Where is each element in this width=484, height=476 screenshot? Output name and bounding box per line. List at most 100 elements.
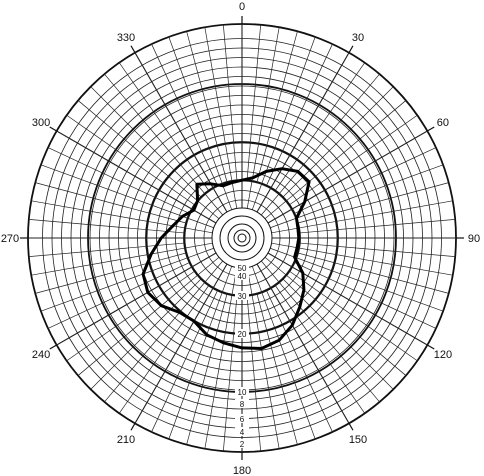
radial-spoke: [289, 270, 418, 362]
radial-label-bg: [235, 387, 249, 396]
radial-label-bg: [235, 414, 249, 423]
radial-spoke: [35, 252, 187, 294]
radial-spoke: [118, 62, 210, 191]
radial-spoke: [266, 290, 333, 433]
radial-spoke: [66, 270, 195, 362]
radial-spoke: [271, 200, 453, 234]
radial-spoke: [256, 52, 350, 213]
center-ring: [227, 223, 257, 253]
radial-spoke: [104, 260, 223, 403]
radial-spoke: [289, 114, 418, 206]
radial-spoke: [297, 182, 449, 224]
radial-spoke: [168, 36, 233, 210]
radial-label-bg: [235, 271, 249, 280]
angle-tick-label: 300: [32, 117, 50, 129]
series-line-pattern: [141, 167, 311, 350]
angle-tick-label: 60: [437, 117, 449, 129]
radial-spoke: [264, 257, 407, 376]
radial-spoke: [40, 247, 214, 312]
radial-spoke: [204, 27, 238, 209]
radial-spoke: [90, 86, 202, 198]
radial-spoke: [251, 266, 316, 440]
radial-spoke: [264, 100, 407, 219]
angle-tick-label: 30: [352, 32, 364, 44]
radial-spoke: [274, 285, 366, 414]
radial-tick-label: 10: [238, 388, 247, 397]
radial-spoke: [118, 285, 210, 414]
angle-tick: [427, 126, 435, 132]
angle-tick: [49, 126, 57, 132]
center-ring: [237, 233, 247, 243]
radial-spoke: [104, 73, 223, 216]
angle-tick-label: 180: [233, 465, 251, 476]
radial-spoke: [299, 219, 456, 234]
radial-label-bg: [235, 427, 249, 436]
radial-tick-label: 20: [238, 330, 247, 339]
angle-tick: [348, 45, 354, 53]
radial-spoke: [47, 262, 190, 329]
radial-spoke: [77, 100, 220, 219]
radial-label-bg: [235, 439, 249, 448]
radial-spoke: [282, 278, 394, 390]
angle-tick: [130, 45, 136, 53]
angle-tick: [49, 344, 57, 350]
radial-spoke: [56, 252, 217, 346]
radial-spoke: [40, 164, 214, 229]
angle-tick: [348, 423, 354, 431]
radial-spoke: [297, 252, 449, 294]
radial-tick-label: 4: [240, 428, 245, 437]
angle-tick-label: 0: [239, 1, 245, 13]
radial-spoke: [246, 24, 262, 181]
radial-spoke: [282, 86, 394, 198]
radial-spoke: [261, 260, 380, 403]
radial-spoke: [151, 43, 218, 186]
angle-tick-label: 240: [32, 349, 50, 361]
radial-tick-label: 30: [238, 292, 247, 301]
radial-spoke: [270, 164, 444, 229]
radial-spoke: [267, 252, 428, 346]
radial-spoke: [47, 147, 190, 214]
angle-tick-label: 210: [117, 434, 135, 446]
radial-spoke: [271, 242, 453, 276]
radial-spoke: [299, 242, 456, 258]
radial-spoke: [204, 267, 238, 449]
angle-tick-label: 330: [117, 32, 135, 44]
radial-spoke: [266, 43, 333, 186]
radial-spoke: [31, 242, 213, 276]
angle-tick: [130, 423, 136, 431]
radial-spoke: [261, 73, 380, 216]
radial-spoke: [134, 263, 228, 424]
radial-label-bg: [235, 399, 249, 408]
center-ring: [219, 215, 265, 261]
center-ring: [211, 207, 273, 269]
radial-spoke: [256, 293, 298, 445]
angle-tick-label: 90: [468, 233, 480, 245]
radial-tick-label: 50: [238, 264, 247, 273]
radial-tick-label: 6: [240, 415, 245, 424]
radial-spoke: [186, 31, 228, 183]
radial-spoke: [77, 257, 220, 376]
angle-tick-label: 120: [434, 349, 452, 361]
radial-label-bg: [235, 329, 249, 338]
radial-spoke: [31, 200, 213, 234]
angle-tick-label: 150: [349, 434, 367, 446]
radial-spoke: [90, 278, 202, 390]
radial-spoke: [151, 290, 218, 433]
radial-spoke: [186, 293, 228, 445]
radial-tick-label: 2: [240, 440, 245, 449]
radial-spoke: [294, 262, 437, 329]
radial-spoke: [246, 295, 262, 452]
radial-spoke: [294, 147, 437, 214]
radial-label-bg: [235, 291, 249, 300]
radial-tick-label: 8: [240, 400, 245, 409]
angle-tick: [427, 344, 435, 350]
radial-spoke: [256, 31, 298, 183]
radial-spoke: [270, 247, 444, 312]
radial-spoke: [223, 295, 238, 452]
radial-spoke: [267, 130, 428, 224]
polar-grid: [20, 16, 464, 460]
radial-spoke: [35, 182, 187, 224]
radial-spoke: [56, 130, 217, 224]
radial-tick-label: 40: [238, 272, 247, 281]
